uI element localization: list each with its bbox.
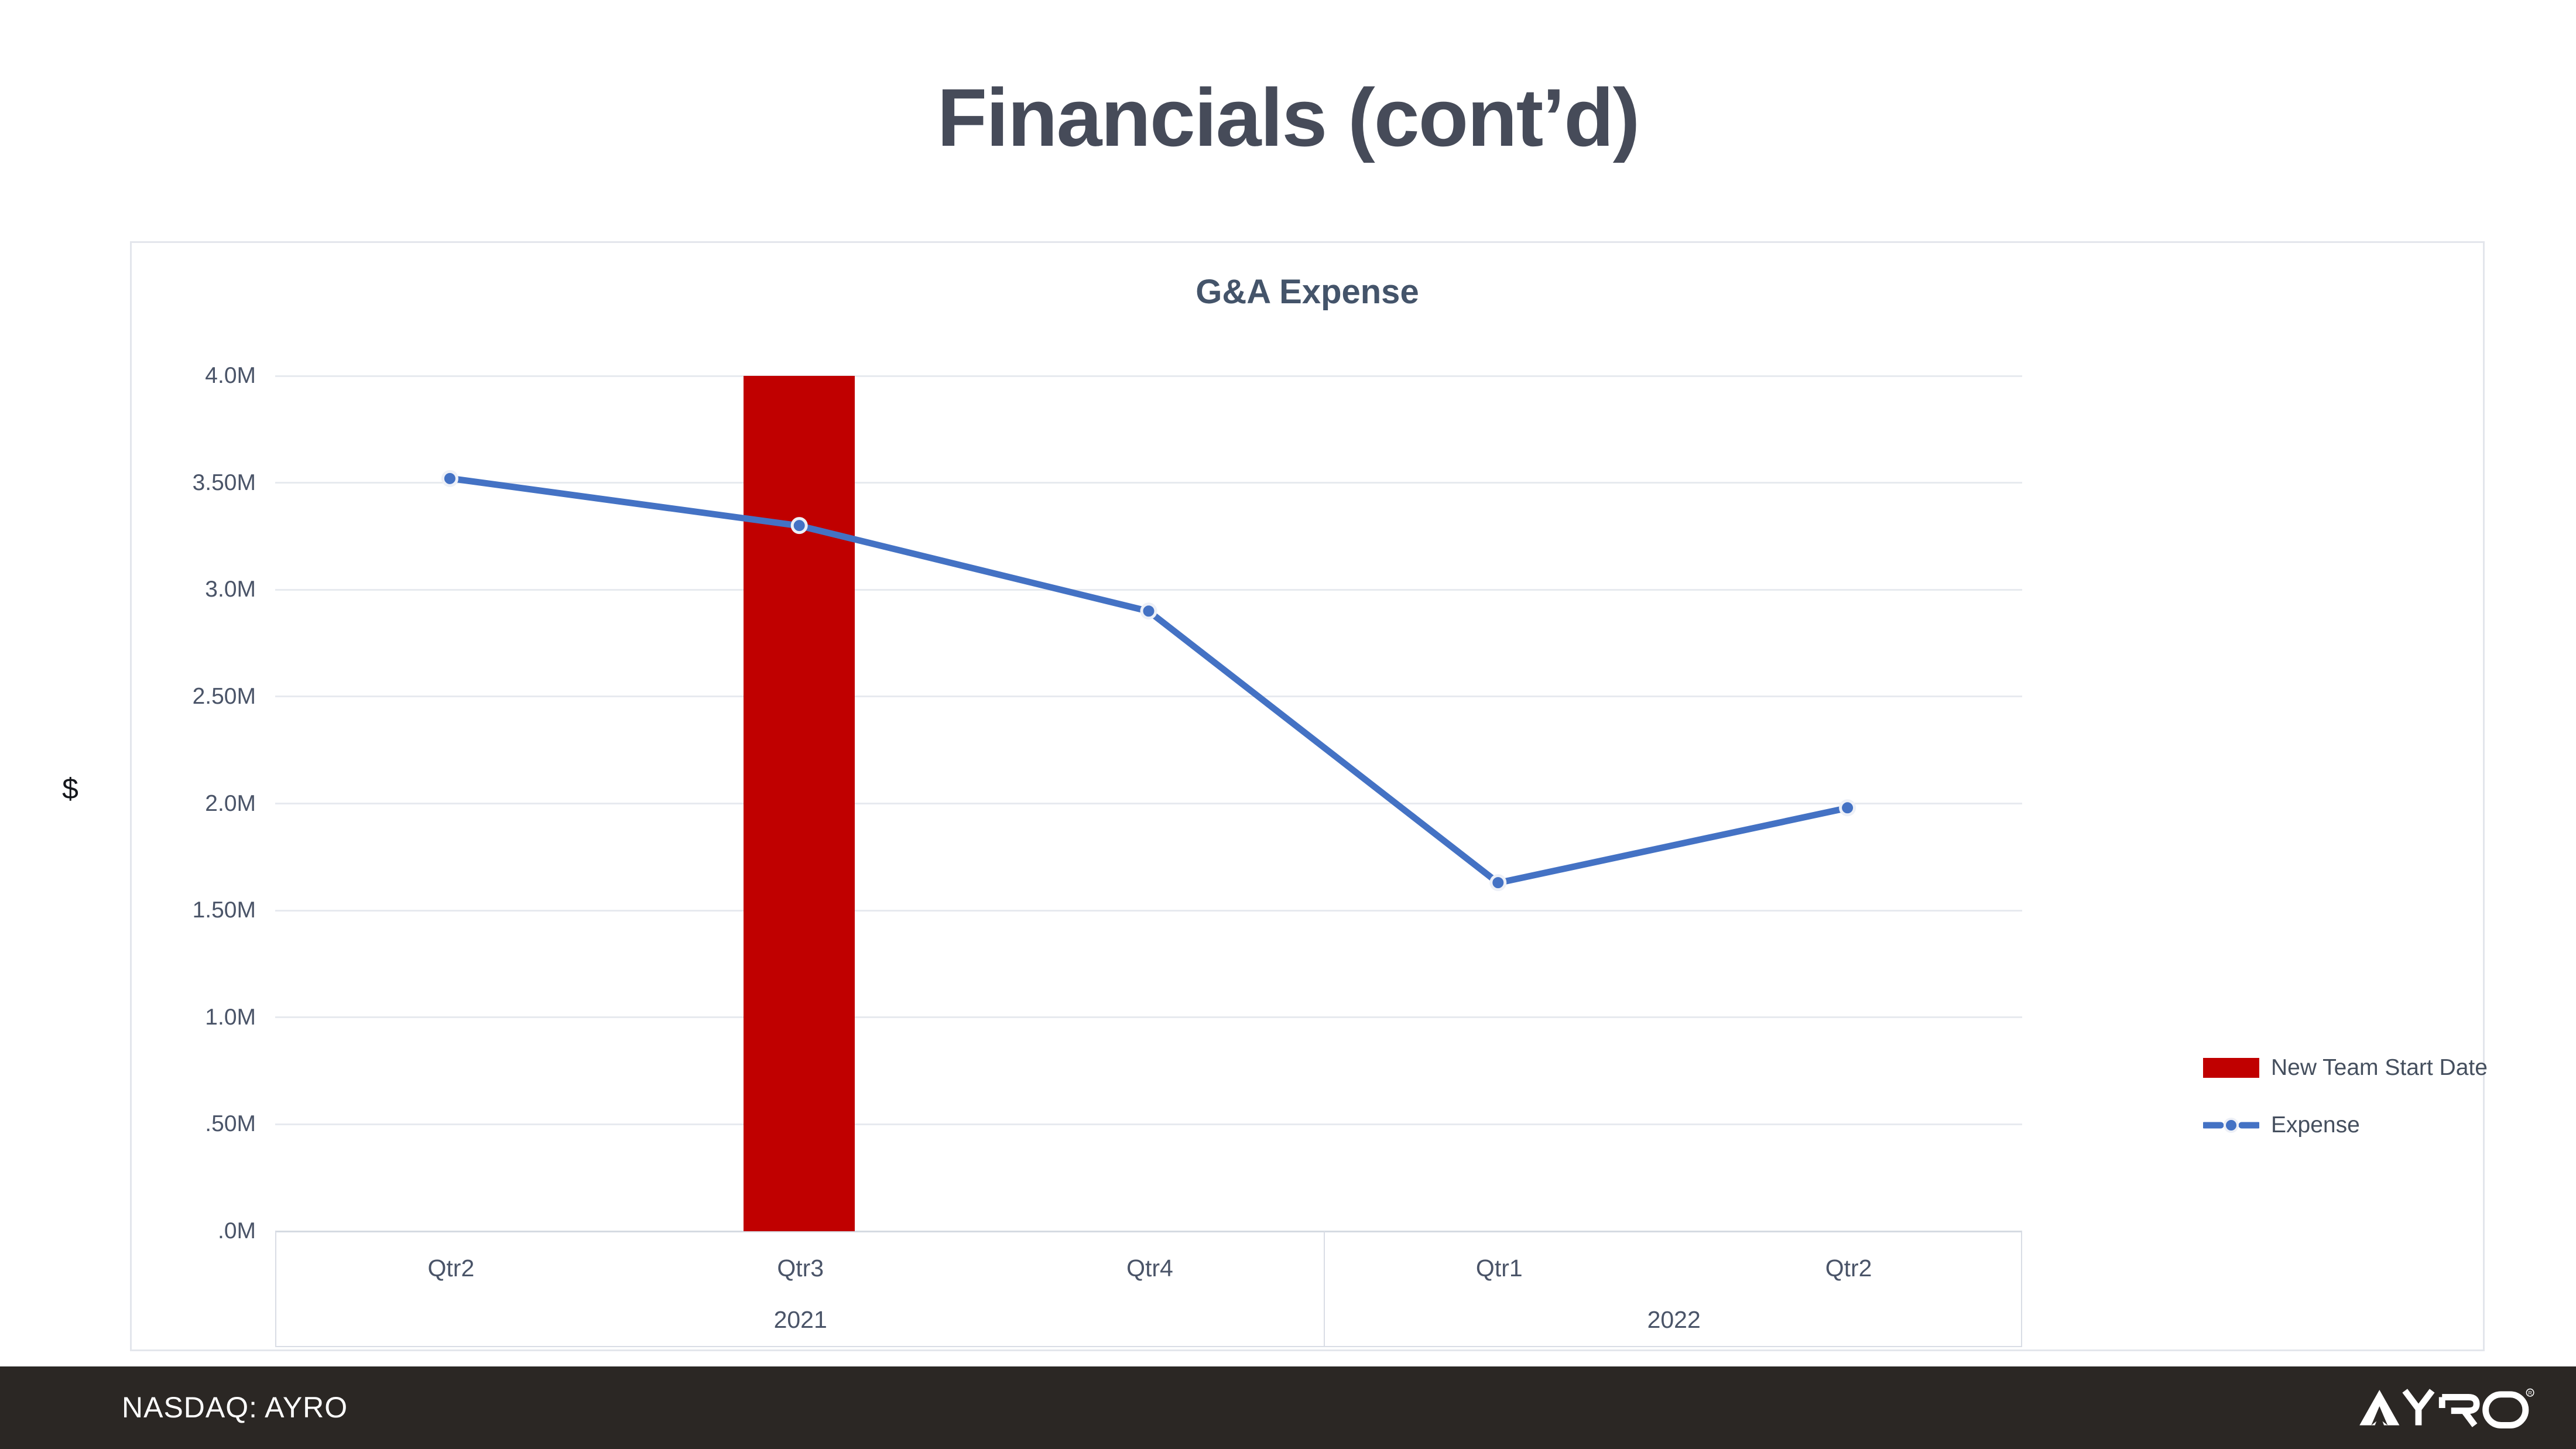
- registered-mark-icon: [2526, 1388, 2534, 1397]
- legend-row: Expense: [2203, 1109, 2488, 1141]
- x-year-label: 2022: [1647, 1306, 1701, 1333]
- expense-data-point: [1489, 874, 1507, 892]
- y-tick-label: 1.0M: [205, 1004, 256, 1030]
- year-group-divider: [1324, 1231, 1325, 1346]
- gridline: [275, 482, 2022, 484]
- ayro-logo: R: [2359, 1388, 2534, 1429]
- plot-area: [275, 375, 2022, 1232]
- y-tick-label: .50M: [205, 1111, 256, 1137]
- page-title: Financials (cont’d): [937, 71, 1640, 163]
- y-tick-label: 3.50M: [192, 470, 256, 495]
- y-tick-label: 2.50M: [192, 683, 256, 709]
- expense-data-point: [441, 470, 458, 487]
- gridline: [275, 1016, 2022, 1019]
- chart-card: G&A Expense 4.0M 3.50M 3.0M 2.50M 2.0M 1.50M 1…: [130, 241, 2488, 1351]
- expense-line: [449, 475, 1849, 886]
- x-year-label: 2021: [773, 1306, 827, 1333]
- expense-data-point: [790, 517, 808, 535]
- y-tick-label: 2.0M: [205, 790, 256, 816]
- expense-data-point: [1839, 799, 1856, 817]
- gridline: [275, 696, 2022, 698]
- nasdaq-ticker-label: NASDAQ: AYRO: [122, 1391, 348, 1424]
- x-quarter-label: Qtr4: [1126, 1255, 1173, 1282]
- legend-label: New Team Start Date: [2271, 1055, 2488, 1080]
- expense-line-chart: [441, 470, 1856, 892]
- gridline: [275, 588, 2022, 591]
- registered-mark-r: R: [2528, 1390, 2532, 1396]
- gridline: [275, 1123, 2022, 1125]
- ayro-logo-o-icon: [2482, 1391, 2529, 1429]
- legend-bar-swatch-icon: [2203, 1058, 2259, 1078]
- gridline: [275, 375, 2022, 377]
- ayro-logo-y-icon: [2402, 1389, 2435, 1426]
- y-tick-label: 1.50M: [192, 898, 256, 923]
- x-quarter-label: Qtr3: [777, 1255, 824, 1282]
- y-tick-label: 3.0M: [205, 577, 256, 602]
- y-tick-label: 4.0M: [205, 363, 256, 388]
- x-quarter-label: Qtr2: [427, 1255, 475, 1282]
- legend-label: Expense: [2271, 1112, 2360, 1138]
- x-axis-line: [275, 1230, 2022, 1232]
- legend-row: New Team Start Date: [2203, 1052, 2488, 1084]
- expense-data-point: [1140, 602, 1157, 620]
- x-axis-label-box: Qtr2 Qtr3 Qtr4 Qtr1 Qtr2 2021 2022: [275, 1231, 2022, 1347]
- ayro-logo-a-notch-icon: [2371, 1406, 2388, 1426]
- chart-legend: New Team Start Date Expense: [2203, 1052, 2488, 1167]
- legend-line-swatch-icon: [2203, 1118, 2259, 1133]
- y-tick-label: .0M: [217, 1218, 256, 1244]
- y-axis-title: $: [62, 772, 78, 805]
- footer-bar: NASDAQ: AYRO R: [0, 1366, 2576, 1449]
- x-quarter-label: Qtr1: [1475, 1255, 1523, 1282]
- gridline: [275, 803, 2022, 804]
- chart-title: G&A Expense: [1195, 273, 1419, 311]
- gridline: [275, 909, 2022, 912]
- ayro-logo-r-icon: [2438, 1393, 2480, 1427]
- x-quarter-label: Qtr2: [1825, 1255, 1872, 1282]
